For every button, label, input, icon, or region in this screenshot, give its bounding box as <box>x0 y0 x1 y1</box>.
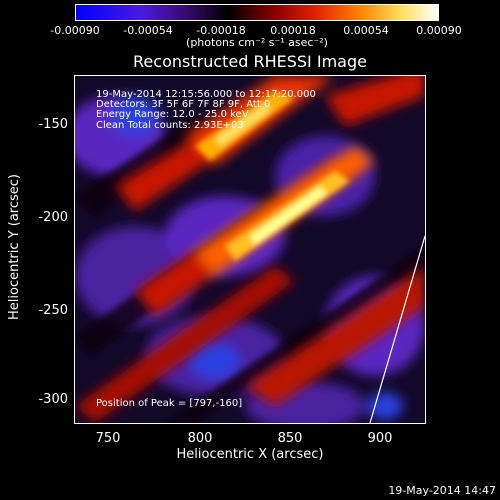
annotation-detectors: Detectors: 3F 5F 6F 7F 8F 9F, Att 0 <box>96 99 271 110</box>
y-tick-label: -200 <box>38 210 68 225</box>
colorbar-tick: 0.00018 <box>270 24 316 37</box>
y-tick-label: -250 <box>38 303 68 318</box>
rhessi-image-plot <box>74 75 426 424</box>
image-title: Reconstructed RHESSI Image <box>133 52 367 71</box>
y-tick-label: -300 <box>38 392 68 407</box>
datestamp: 19-May-2014 14:47 <box>388 484 496 497</box>
colorbar-unit-label: (photons cm⁻² s⁻¹ asec⁻²) <box>186 36 328 49</box>
colorbar-tick: 0.00090 <box>416 24 462 37</box>
colorbar-tick: -0.00054 <box>123 24 173 37</box>
colorbar-tick: 0.00054 <box>343 24 389 37</box>
x-tick-label: 850 <box>277 431 303 446</box>
x-tick-label: 800 <box>187 431 213 446</box>
annotation-peak-position: Position of Peak = [797,-160] <box>96 398 243 409</box>
solar-limb-line <box>369 235 425 423</box>
x-tick-label: 900 <box>367 431 393 446</box>
colorbar <box>75 4 439 21</box>
x-axis-label: Heliocentric X (arcsec) <box>176 447 324 462</box>
annotation-time-range: 19-May-2014 12:15:56.000 to 12:17:20.000 <box>96 89 316 100</box>
annotation-energy-range: Energy Range: 12.0 - 25.0 keV <box>96 109 249 120</box>
y-axis-label: Heliocentric Y (arcsec) <box>7 174 22 320</box>
rhessi-image <box>75 76 425 423</box>
x-tick-label: 750 <box>95 431 121 446</box>
annotation-clean-counts: Clean Total counts: 2.93E+03 <box>96 120 244 131</box>
colorbar-tick: -0.00090 <box>50 24 100 37</box>
colorbar-tick: -0.00018 <box>196 24 246 37</box>
colorbar-gradient <box>76 5 438 20</box>
y-tick-label: -150 <box>38 117 68 132</box>
